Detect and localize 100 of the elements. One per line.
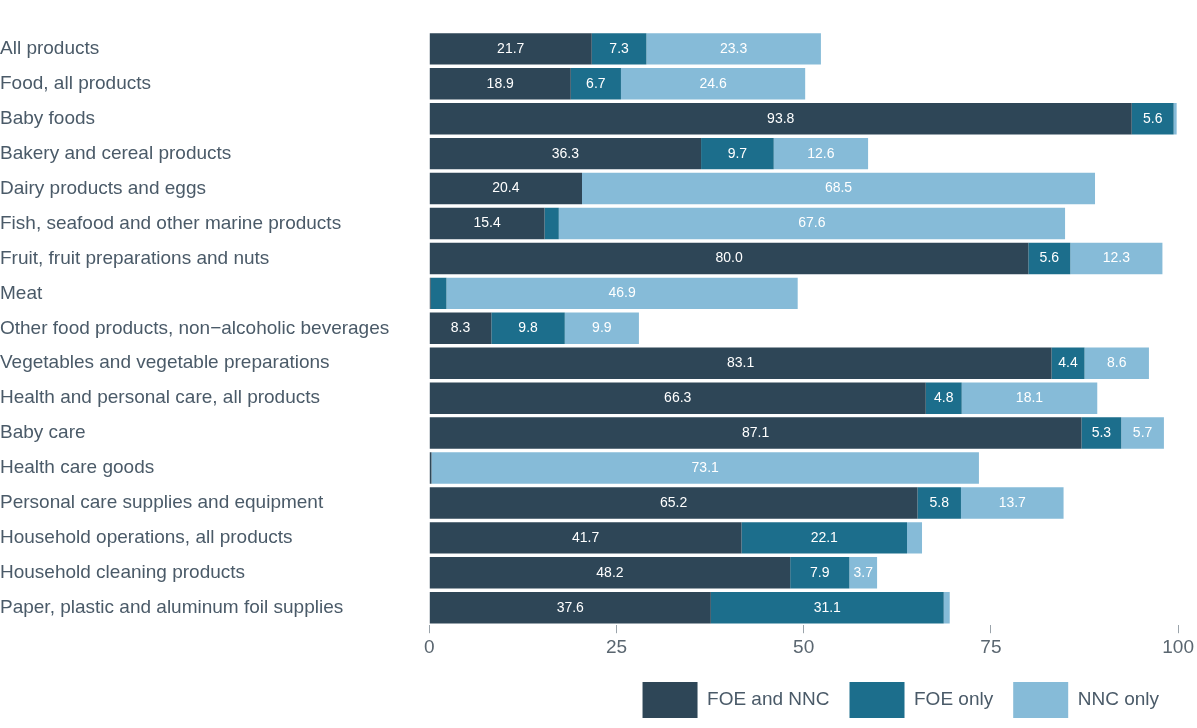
bar xyxy=(429,312,492,345)
bar xyxy=(429,33,592,65)
data-label: 15.4 xyxy=(473,214,501,231)
y-tick-label: Health care goods xyxy=(0,456,155,478)
data-label: 8.6 xyxy=(1107,354,1127,371)
x-tick-label: 25 xyxy=(605,635,628,657)
bar xyxy=(1084,347,1149,379)
data-label: 18.1 xyxy=(1015,389,1044,406)
bar xyxy=(773,137,869,170)
bar xyxy=(544,207,559,240)
y-tick-label: Bakery and cereal products xyxy=(0,141,232,163)
x-tick-label: 75 xyxy=(980,635,1002,657)
data-label: 21.7 xyxy=(497,39,525,56)
x-tick-label: 50 xyxy=(793,635,815,657)
data-label: 48.2 xyxy=(596,563,624,580)
y-tick-label: Household cleaning products xyxy=(0,561,246,583)
y-tick-label: Vegetables and vegetable preparations xyxy=(0,351,330,373)
data-label: 18.9 xyxy=(486,74,515,91)
data-label: 9.7 xyxy=(727,144,748,161)
bar xyxy=(917,487,961,519)
data-label: 20.4 xyxy=(492,179,520,196)
y-tick-label: All products xyxy=(0,37,100,59)
bar xyxy=(1051,347,1085,379)
bar xyxy=(925,382,962,414)
data-label: 73.1 xyxy=(691,458,720,475)
bar xyxy=(1028,242,1071,275)
bar xyxy=(429,592,711,624)
data-label: 65.2 xyxy=(660,493,688,510)
y-tick-label: Baby care xyxy=(0,421,86,443)
bar xyxy=(620,68,806,100)
bar xyxy=(431,452,979,484)
data-label: 24.6 xyxy=(699,74,727,91)
data-label: 5.3 xyxy=(1091,423,1112,440)
data-label: 23.3 xyxy=(720,39,748,56)
bar xyxy=(741,522,908,554)
bar xyxy=(430,277,447,310)
y-tick-label: Food, all products xyxy=(0,72,152,94)
bar xyxy=(429,347,1052,379)
bar xyxy=(943,592,950,624)
bar xyxy=(1173,103,1177,135)
data-label: 87.1 xyxy=(742,423,770,440)
data-label: 9.9 xyxy=(592,319,612,336)
bar xyxy=(710,592,944,624)
data-label: 36.3 xyxy=(551,144,580,161)
legend-label: NNC only xyxy=(1077,688,1160,710)
bar xyxy=(429,522,742,554)
data-label: 5.6 xyxy=(1039,249,1060,266)
bar xyxy=(907,522,923,554)
data-label: 67.6 xyxy=(798,214,826,231)
bar xyxy=(582,172,1096,205)
y-tick-label: Fruit, fruit preparations and nuts xyxy=(0,246,270,268)
bar xyxy=(429,137,702,170)
data-label: 9.8 xyxy=(518,319,539,336)
bar xyxy=(701,137,774,170)
data-label: 4.8 xyxy=(934,389,954,406)
data-label: 80.0 xyxy=(715,249,743,266)
x-tick-label: 0 xyxy=(423,635,435,657)
data-label: 68.5 xyxy=(824,179,853,196)
bar xyxy=(570,68,621,100)
y-tick-label: Paper, plastic and aluminum foil supplies xyxy=(0,595,344,617)
bar xyxy=(790,557,850,589)
data-label: 31.1 xyxy=(813,598,842,615)
bar xyxy=(1081,417,1122,449)
y-tick-label: Household operations, all products xyxy=(0,526,293,548)
data-label: 5.6 xyxy=(1142,109,1163,126)
y-tick-label: Dairy products and eggs xyxy=(0,176,206,198)
bar xyxy=(429,417,1082,449)
bar xyxy=(1131,103,1174,135)
bar xyxy=(961,382,1098,414)
data-label: 13.7 xyxy=(998,493,1027,510)
data-label: 37.6 xyxy=(556,598,585,615)
bar xyxy=(446,277,798,310)
bar xyxy=(564,312,639,345)
y-tick-label: Personal care supplies and equipment xyxy=(0,491,324,513)
bar xyxy=(429,103,1132,135)
y-tick-label: Meat xyxy=(0,281,43,303)
bar xyxy=(1121,417,1164,449)
bar xyxy=(429,207,545,240)
bar xyxy=(849,557,878,589)
data-label: 5.7 xyxy=(1132,423,1153,440)
bar xyxy=(491,312,565,345)
y-tick-label: Health and personal care, all products xyxy=(0,386,321,408)
y-tick-label: Fish, seafood and other marine products xyxy=(0,211,342,233)
data-label: 5.8 xyxy=(929,493,950,510)
data-label: 22.1 xyxy=(810,528,839,545)
data-label: 6.7 xyxy=(586,74,606,91)
bar xyxy=(429,382,926,414)
bar xyxy=(429,242,1029,275)
bar xyxy=(646,33,821,65)
bar xyxy=(429,487,918,519)
bar xyxy=(591,33,647,65)
data-label: 12.3 xyxy=(1102,249,1131,266)
data-label: 66.3 xyxy=(664,389,692,406)
data-label: 46.9 xyxy=(608,284,636,301)
y-tick-label: Baby foods xyxy=(0,106,96,128)
data-label: 12.6 xyxy=(807,144,835,161)
bar xyxy=(1070,242,1163,275)
data-label: 8.3 xyxy=(450,319,471,336)
bar xyxy=(429,68,571,100)
bar xyxy=(558,207,1066,240)
